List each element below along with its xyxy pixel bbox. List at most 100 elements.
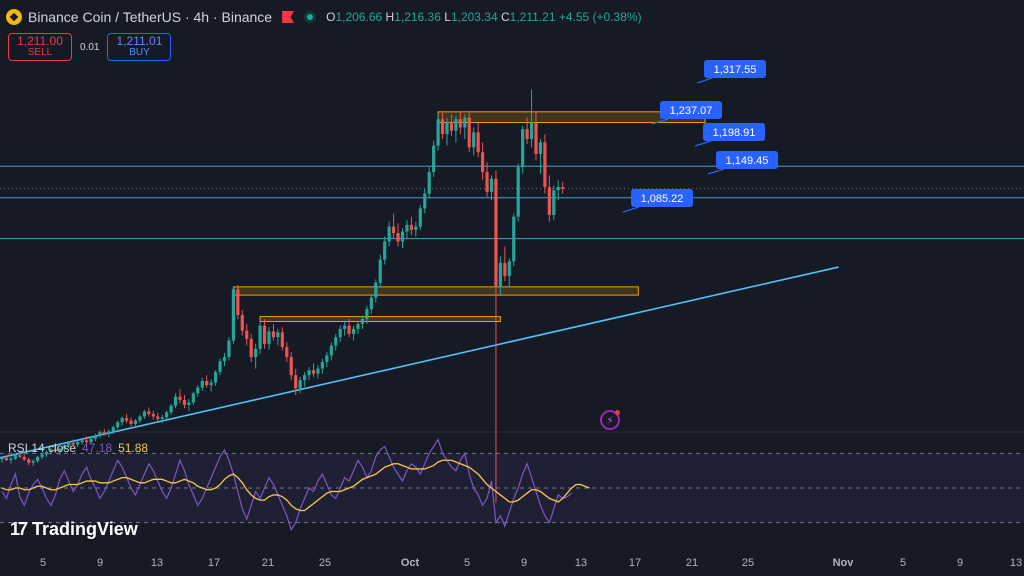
low-label: L: [444, 10, 451, 24]
change-value: +4.55 (+0.38%): [558, 10, 642, 24]
callout-pointer: [696, 77, 713, 84]
candle-body: [289, 357, 293, 376]
candle-body: [49, 449, 53, 452]
candle-body: [378, 259, 382, 283]
x-tick-label: 25: [742, 557, 754, 569]
x-tick-label: 9: [957, 557, 963, 569]
candle-body: [160, 417, 164, 419]
candle-body: [125, 418, 129, 421]
candle-body: [240, 314, 244, 331]
candle-body: [156, 416, 160, 419]
candle-body: [178, 396, 182, 400]
candle-body: [325, 355, 329, 362]
x-tick-label: 9: [97, 557, 103, 569]
callout-box: [716, 151, 778, 169]
x-tick-label: 21: [686, 557, 698, 569]
candle-body: [498, 262, 502, 287]
candle-body: [521, 129, 525, 168]
candle-body: [489, 178, 494, 192]
candle-body: [227, 340, 231, 358]
candle-body: [27, 459, 31, 463]
candle-body: [516, 167, 520, 217]
candle-body: [374, 282, 378, 298]
candle-body: [463, 117, 467, 128]
candle-body: [365, 309, 369, 320]
candle-body: [392, 226, 396, 234]
candle-body: [271, 331, 276, 338]
candle-body: [200, 380, 204, 388]
x-tick-label: Nov: [833, 557, 855, 569]
callout-pointer: [622, 206, 640, 213]
buy-label: BUY: [129, 47, 150, 58]
symbol-title[interactable]: Binance Coin / TetherUS · 4h · Binance: [28, 9, 273, 25]
candle-body: [458, 119, 462, 128]
candle-body: [53, 449, 57, 452]
flag-icon[interactable]: [282, 11, 295, 23]
x-tick-label: 5: [900, 557, 906, 569]
candle-body: [418, 208, 422, 227]
x-tick-label: 17: [208, 557, 220, 569]
candle-body: [93, 435, 98, 439]
x-tick-label: 13: [1010, 557, 1022, 569]
candle-body: [338, 328, 342, 338]
candle-body: [116, 422, 120, 428]
candle-body: [556, 186, 560, 191]
candle-body: [151, 413, 155, 417]
candle-body: [311, 370, 316, 374]
buy-button[interactable]: 1,211.01 BUY: [107, 33, 172, 61]
rsi-name: RSI 14 close: [8, 441, 77, 455]
candle-body: [467, 117, 471, 148]
candle-body: [165, 412, 169, 418]
candle-body: [343, 325, 347, 329]
candle-body: [169, 405, 173, 413]
candle-body: [316, 368, 320, 374]
candle-body: [209, 382, 213, 386]
candle-body: [347, 325, 351, 334]
trendline: [0, 266, 839, 459]
candle-body: [329, 345, 333, 356]
candle-body: [147, 411, 151, 414]
candle-body: [196, 387, 200, 394]
sell-button[interactable]: 1,211.00 SELL: [8, 33, 72, 61]
callout-label: 1,085.22: [641, 193, 684, 205]
high-value: 1,216.36: [394, 10, 441, 24]
candle-body: [218, 361, 222, 372]
candle-body: [36, 456, 40, 462]
candle-body: [191, 393, 195, 403]
candle-body: [62, 445, 66, 449]
candle-body: [481, 152, 485, 173]
x-tick-label: 9: [521, 557, 527, 569]
candle-body: [76, 442, 80, 445]
market-open-icon: [304, 11, 317, 23]
candle-body: [414, 226, 418, 230]
close-value: 1,211.21: [509, 10, 556, 24]
candle-body: [285, 347, 289, 358]
open-label: O: [326, 10, 336, 24]
candle-body: [472, 132, 476, 148]
candle-body: [538, 142, 543, 154]
candle-body: [40, 454, 44, 457]
candle-body: [187, 402, 191, 405]
open-value: 1,206.66: [335, 10, 383, 24]
candle-body: [84, 440, 89, 443]
candle-body: [102, 432, 106, 434]
candle-body: [383, 241, 387, 260]
candle-body: [58, 448, 62, 452]
candle-body: [294, 375, 298, 389]
candle-body: [267, 331, 271, 344]
candle-body: [111, 427, 115, 432]
lightning-icon[interactable]: ⚡: [600, 410, 620, 430]
candle-body: [400, 231, 405, 242]
callout-label: 1,149.45: [726, 155, 769, 167]
callout-box: [631, 189, 693, 207]
x-tick-label: 5: [464, 557, 470, 569]
candle-body: [71, 442, 75, 445]
tradingview-logo[interactable]: 17 TradingView: [10, 519, 138, 540]
x-tick-label: 21: [262, 557, 274, 569]
candle-body: [22, 456, 26, 460]
candle-body: [231, 289, 235, 341]
x-tick-label: 25: [319, 557, 331, 569]
candle-body: [476, 132, 480, 153]
brand-name: TradingView: [32, 519, 138, 539]
